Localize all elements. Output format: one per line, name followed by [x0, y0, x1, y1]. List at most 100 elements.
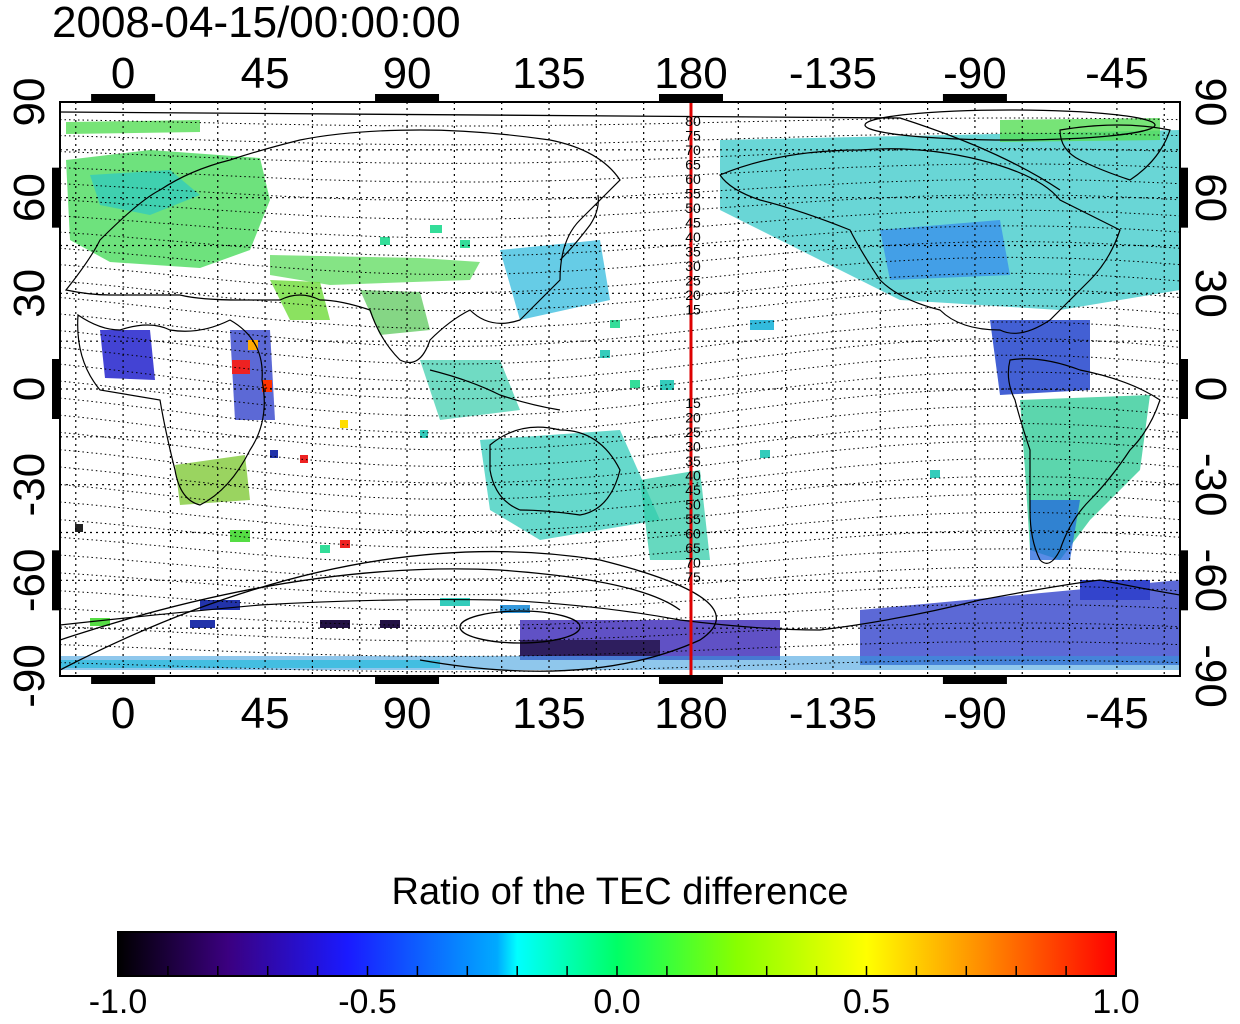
lon-tick-top: -90 [943, 49, 1007, 98]
lat-tick-right: -30 [1186, 453, 1235, 517]
colorbar-tick-label: 1.0 [1092, 983, 1140, 1021]
contour-line [60, 530, 1180, 564]
contour-label-north: 75 [685, 128, 701, 144]
contour-label-north: 25 [685, 273, 701, 289]
contour-line [60, 371, 1180, 417]
frame-bar-bottom [658, 676, 723, 684]
contour-label-south: 50 [685, 497, 701, 513]
contour-line [60, 566, 1180, 596]
lat-tick-right: 60 [1186, 173, 1235, 222]
contour-line [60, 458, 1180, 500]
patch-north-america [720, 130, 1180, 310]
frame-bar-top [658, 94, 723, 102]
axis-tick-labels: 0 45 90 135 180 -135 -90 -450 45 90 135 180 -135 -90-… [5, 49, 1235, 738]
contour-label-south: 40 [685, 468, 701, 484]
contour-line [60, 272, 1180, 312]
lat-tick-right: 0 [1186, 377, 1235, 401]
contour-labels: 8075706560555045403530252015152025303540… [685, 113, 701, 585]
patch-antarctic-west [860, 580, 1180, 665]
frame-bar-left [52, 550, 60, 611]
patch-europe-cyan [90, 170, 200, 215]
contour-label-north: 80 [685, 113, 701, 129]
contour-label-north: 50 [685, 200, 701, 216]
patch-arctic-america [1000, 118, 1160, 142]
contour-label-north: 60 [685, 171, 701, 187]
frame-bar-left [52, 359, 60, 419]
contour-label-south: 75 [685, 569, 701, 585]
contour-line [60, 440, 1180, 484]
patch-arctic-europe [66, 120, 200, 134]
lat-tick-right: -90 [1186, 644, 1235, 708]
contour-line [60, 548, 1180, 580]
contour-label-north: 65 [685, 157, 701, 173]
contour-label-north: 35 [685, 244, 701, 260]
lat-tick-right: 30 [1186, 269, 1235, 318]
contour-line [60, 423, 1180, 467]
contour-label-south: 55 [685, 511, 701, 527]
contour-line [60, 679, 1180, 687]
lon-tick-top: 180 [654, 49, 727, 98]
frame-bar-top [942, 94, 1007, 102]
contour-line [60, 388, 1180, 434]
patch-asia-band [270, 255, 480, 285]
contour-label-south: 60 [685, 526, 701, 542]
frame-bar-right [1180, 550, 1188, 611]
contour-label-south: 25 [685, 424, 701, 440]
frame-bar-bottom [375, 676, 440, 684]
colorbar-tick-label: -0.5 [338, 983, 397, 1021]
contour-label-north: 15 [685, 302, 701, 318]
contour-line [60, 354, 1180, 400]
frame-bar-right [1180, 167, 1188, 228]
contour-label-south: 70 [685, 555, 701, 571]
lon-tick-bottom: 135 [512, 689, 585, 738]
lat-tick-left: -30 [5, 453, 54, 517]
lat-tick-right: 90 [1186, 78, 1235, 127]
contour-label-north: 45 [685, 215, 701, 231]
contour-label-south: 65 [685, 540, 701, 556]
lon-tick-bottom: -45 [1085, 689, 1149, 738]
patch-central-america [990, 320, 1090, 395]
lon-tick-top: 90 [383, 49, 432, 98]
patch-south-africa [175, 455, 250, 505]
patch-japan [500, 240, 610, 320]
map-grid [60, 102, 1180, 676]
contour-label-south: 20 [685, 410, 701, 426]
magnetic-latitude-contours [60, 117, 1180, 687]
frame-bar-top [375, 94, 440, 102]
coastlines [60, 124, 1180, 631]
lon-tick-top: 135 [512, 49, 585, 98]
colorbar-tick-label: 0.0 [593, 983, 641, 1021]
patch-middle-east [270, 280, 330, 320]
contour-line [60, 493, 1180, 533]
frame-bar-top [91, 94, 156, 102]
lon-tick-top: -45 [1085, 49, 1149, 98]
colorbar-tick-label: 0.5 [842, 983, 891, 1021]
lon-tick-top: 0 [111, 49, 135, 98]
colorbar-title: Ratio of the TEC difference [391, 871, 849, 913]
lat-tick-left: -60 [5, 549, 54, 613]
lat-tick-right: -60 [1186, 549, 1235, 613]
solid-contours [60, 109, 1156, 672]
frame-bar-left [52, 167, 60, 228]
lat-tick-left: 60 [5, 173, 54, 222]
contour-label-north: 55 [685, 186, 701, 202]
contour-label-north: 70 [685, 142, 701, 158]
contour-label-north: 40 [685, 229, 701, 245]
contour-line [60, 288, 1180, 330]
lon-tick-top: 45 [241, 49, 290, 98]
contour-label-north: 30 [685, 258, 701, 274]
frame-bar-right [1180, 359, 1188, 419]
patch-europe [66, 150, 270, 268]
lat-tick-left: -90 [5, 644, 54, 708]
frame-bar-bottom [91, 676, 156, 684]
patch-seasia [420, 360, 520, 420]
lat-tick-left: 30 [5, 269, 54, 318]
patch-south-america-blue [1030, 500, 1080, 560]
lat-tick-left: 90 [5, 78, 54, 127]
lon-tick-top: -135 [789, 49, 877, 98]
contour-line [60, 405, 1180, 451]
contour-line [60, 338, 1180, 382]
lon-tick-bottom: 180 [654, 689, 727, 738]
frame-tick-bars [52, 94, 1188, 684]
contour-label-south: 15 [685, 395, 701, 411]
